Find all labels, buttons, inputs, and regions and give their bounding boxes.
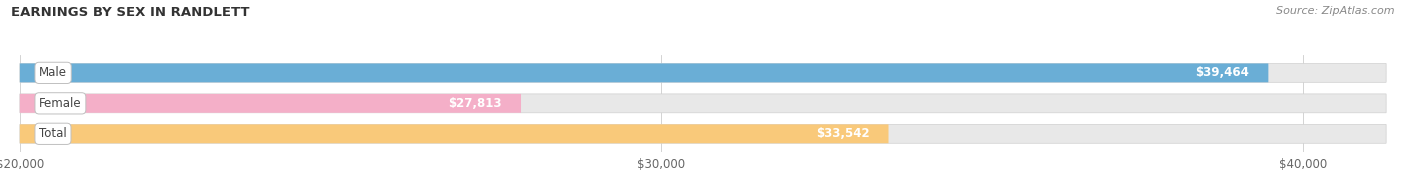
Text: EARNINGS BY SEX IN RANDLETT: EARNINGS BY SEX IN RANDLETT: [11, 6, 250, 19]
Text: $39,464: $39,464: [1195, 66, 1249, 79]
FancyBboxPatch shape: [20, 63, 1268, 82]
Text: Female: Female: [39, 97, 82, 110]
FancyBboxPatch shape: [20, 63, 1386, 82]
Text: $27,813: $27,813: [449, 97, 502, 110]
Text: Total: Total: [39, 127, 67, 140]
FancyBboxPatch shape: [20, 124, 1386, 143]
FancyBboxPatch shape: [20, 94, 522, 113]
Text: $33,542: $33,542: [815, 127, 869, 140]
Text: Male: Male: [39, 66, 67, 79]
Text: Source: ZipAtlas.com: Source: ZipAtlas.com: [1277, 6, 1395, 16]
FancyBboxPatch shape: [20, 124, 889, 143]
FancyBboxPatch shape: [20, 94, 1386, 113]
